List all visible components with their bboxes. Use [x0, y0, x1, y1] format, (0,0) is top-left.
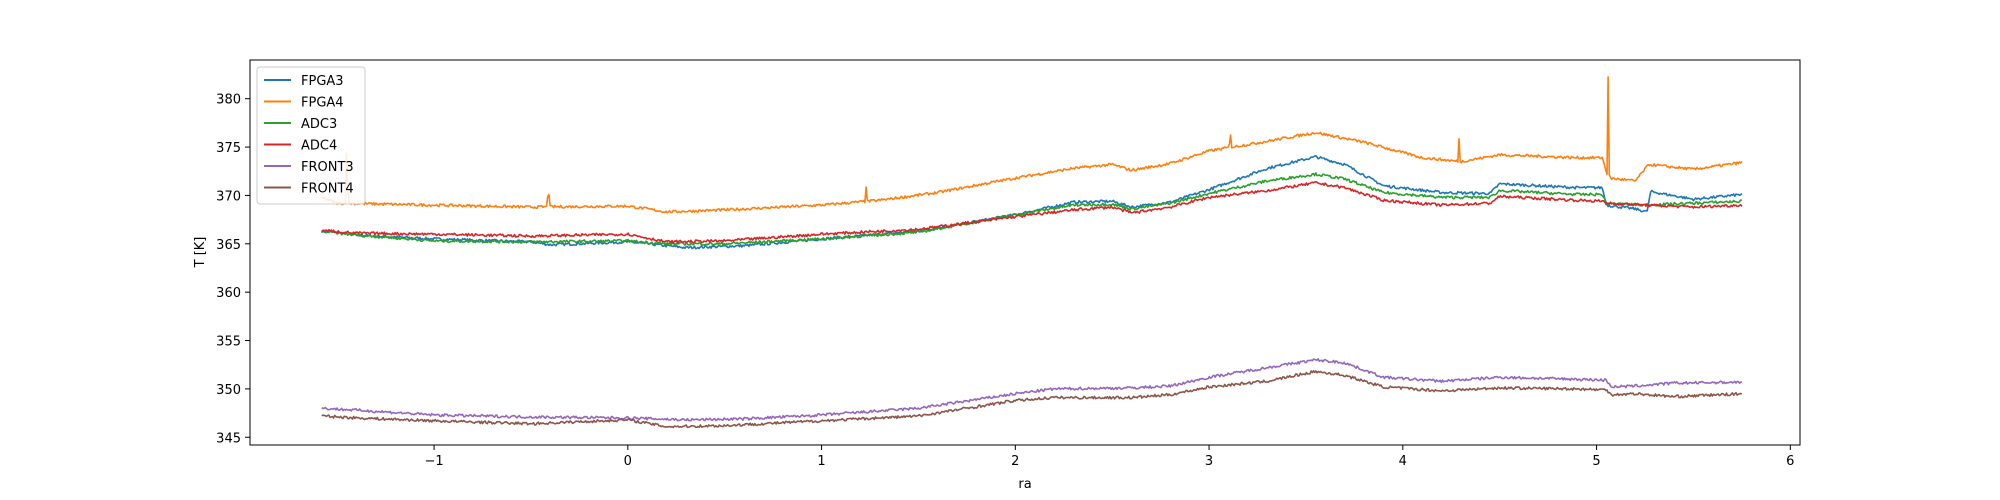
y-tick-label: 345	[216, 431, 241, 446]
x-tick-label: 2	[1011, 454, 1019, 469]
y-tick-label: 350	[216, 383, 241, 398]
plot-background	[250, 60, 1800, 445]
series-line-front4	[321, 370, 1743, 429]
x-tick-label: −1	[424, 454, 443, 469]
legend-label: FRONT4	[301, 182, 354, 197]
x-tick-label: 4	[1399, 454, 1407, 469]
y-axis: 345 350 355 360 365 370 375 380	[216, 93, 250, 446]
y-tick-label: 375	[216, 141, 241, 156]
legend-label: FPGA3	[301, 74, 344, 89]
x-axis: −1 0 1 2 3 4 5 6	[424, 445, 1794, 469]
x-tick-label: 3	[1205, 454, 1213, 469]
x-tick-label: 6	[1786, 454, 1794, 469]
series-line-adc3	[321, 172, 1743, 246]
legend-label: ADC4	[301, 139, 337, 154]
series-line-adc4	[321, 181, 1743, 244]
plot-frame	[249, 59, 1801, 446]
x-tick-label: 5	[1592, 454, 1600, 469]
y-tick-label: 365	[216, 238, 241, 253]
x-tick-label: 0	[624, 454, 632, 469]
y-tick-label: 370	[216, 189, 241, 204]
x-axis-label: ra	[1018, 477, 1031, 492]
series-line-front3	[321, 358, 1742, 422]
series-layer	[320, 76, 1743, 429]
y-tick-label: 355	[216, 335, 241, 350]
series-line-fpga4	[321, 76, 1743, 214]
legend-label: FRONT3	[301, 160, 354, 175]
y-tick-label: 360	[216, 286, 241, 301]
legend-label: ADC3	[301, 117, 337, 132]
y-tick-label: 380	[216, 93, 241, 108]
y-axis-label: T [K]	[193, 237, 208, 269]
legend-label: FPGA4	[301, 96, 344, 111]
x-tick-label: 1	[817, 454, 825, 469]
legend: FPGA3 FPGA4 ADC3 ADC4 FRONT3 FRONT4	[256, 66, 366, 205]
